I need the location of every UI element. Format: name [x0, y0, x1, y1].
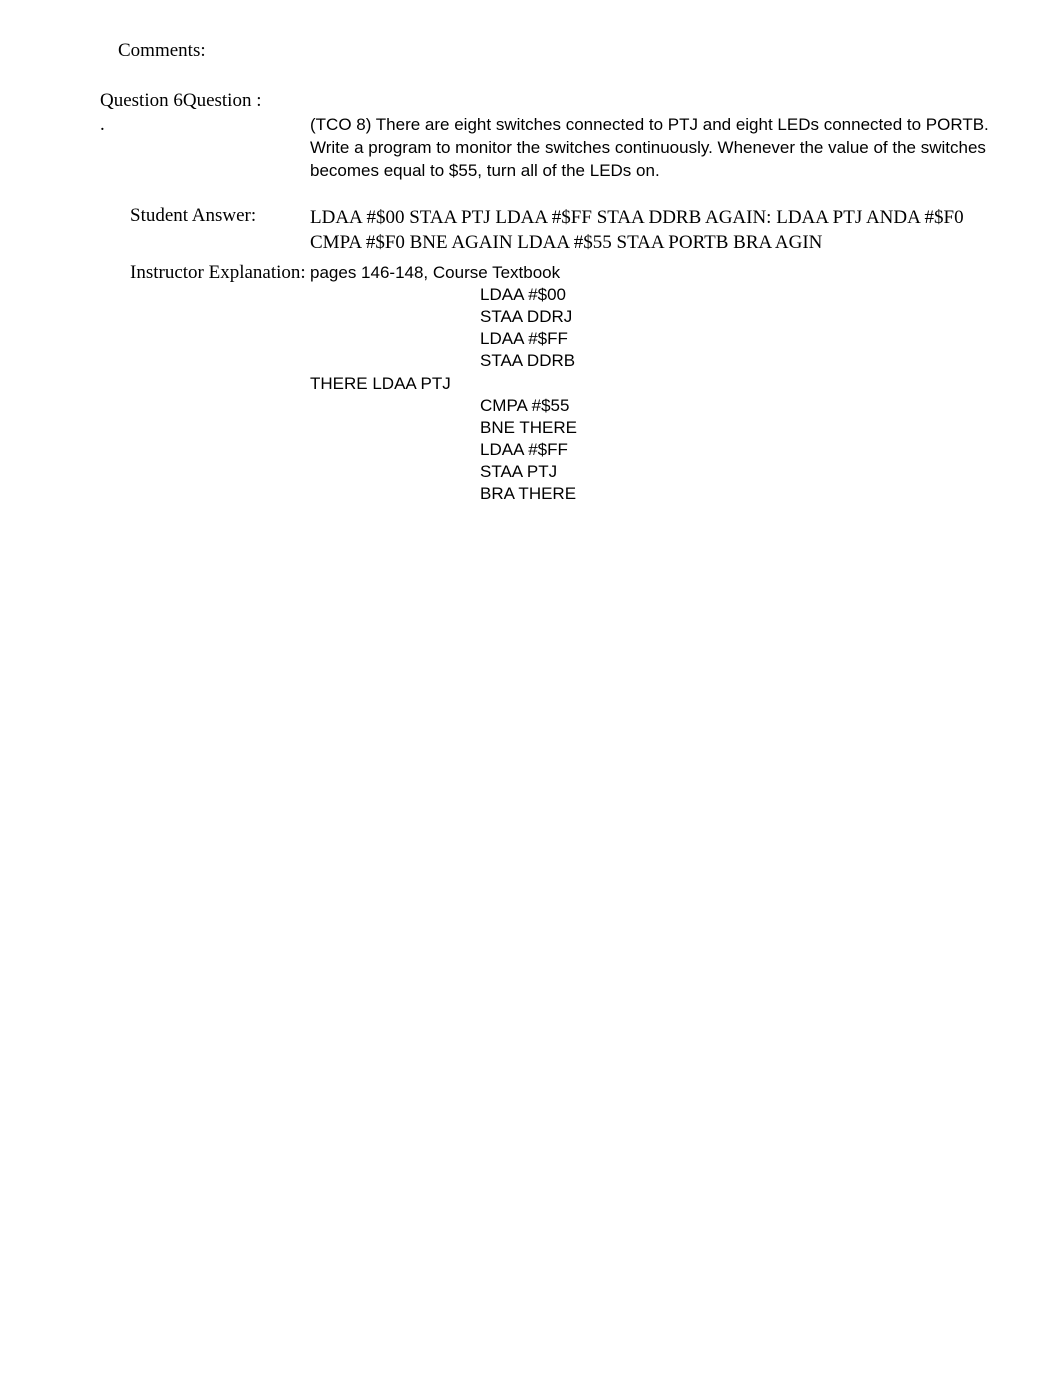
- page-container: Comments: Question 6Question : . (TCO 8)…: [0, 40, 1062, 505]
- question-header: Question 6Question :: [100, 90, 1002, 112]
- question-number: Question 6: [100, 90, 183, 111]
- code-line-8: LDAA #$FF: [480, 439, 992, 461]
- code-line-6: CMPA #$55: [480, 395, 992, 417]
- code-line-1: LDAA #$00: [480, 284, 992, 306]
- comments-label: Comments:: [118, 40, 1002, 62]
- instructor-ref: pages 146-148, Course Textbook: [310, 262, 992, 284]
- code-line-4: STAA DDRB: [480, 350, 992, 372]
- code-line-3: LDAA #$FF: [480, 328, 992, 350]
- instructor-left: Instructor Explanation:: [100, 262, 310, 284]
- instructor-right: pages 146-148, Course Textbook LDAA #$00…: [310, 262, 1002, 505]
- code-line-5: THERE LDAA PTJ: [310, 373, 992, 395]
- question-text: (TCO 8) There are eight switches connect…: [310, 114, 1002, 183]
- instructor-row: Instructor Explanation: pages 146-148, C…: [100, 262, 1002, 505]
- student-answer-left: Student Answer:: [100, 205, 310, 227]
- student-answer-label: Student Answer:: [130, 205, 310, 227]
- question-dot: .: [100, 114, 105, 135]
- code-line-2: STAA DDRJ: [480, 306, 992, 328]
- question-label: Question :: [183, 90, 262, 111]
- question-row: . (TCO 8) There are eight switches conne…: [100, 114, 1002, 183]
- instructor-label: Instructor Explanation:: [130, 262, 310, 284]
- student-answer-row: Student Answer: LDAA #$00 STAA PTJ LDAA …: [100, 205, 1002, 256]
- code-line-9: STAA PTJ: [480, 461, 992, 483]
- student-answer-text: LDAA #$00 STAA PTJ LDAA #$FF STAA DDRB A…: [310, 205, 1002, 256]
- question-left-col: .: [100, 114, 310, 136]
- code-line-10: BRA THERE: [480, 483, 992, 505]
- code-line-7: BNE THERE: [480, 417, 992, 439]
